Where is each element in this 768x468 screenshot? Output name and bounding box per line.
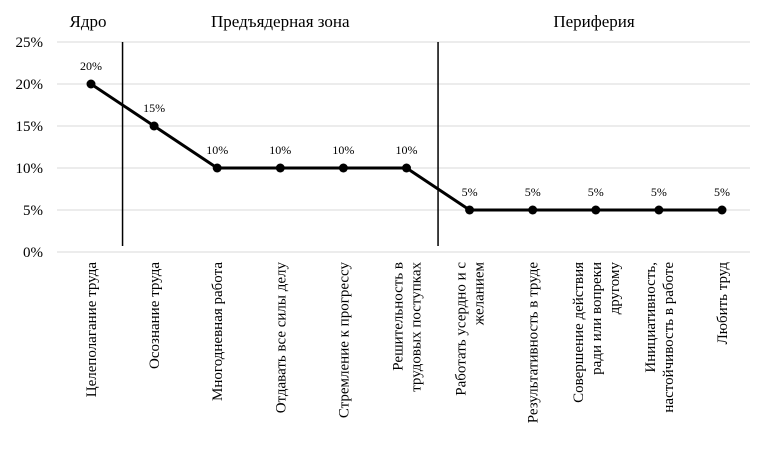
x-category-label-line: другому <box>607 262 623 315</box>
data-point <box>149 121 159 131</box>
zone-label: Предъядерная зона <box>211 12 350 31</box>
data-point <box>654 205 664 215</box>
zone-label: Периферия <box>553 12 635 31</box>
data-label: 5% <box>714 185 730 199</box>
x-category-label-line: Инициативность, <box>643 262 659 373</box>
data-point <box>528 205 538 215</box>
data-label: 5% <box>525 185 541 199</box>
data-point <box>591 205 601 215</box>
x-category-label: Отдавать все силы делу <box>273 262 289 414</box>
y-tick-label: 0% <box>23 245 43 261</box>
data-point <box>717 205 727 215</box>
zone-label: Ядро <box>70 12 107 31</box>
x-category-label-line: Многодневная работа <box>210 262 226 401</box>
data-point <box>86 79 96 89</box>
x-category-label: Стремление к прогрессу <box>336 262 352 419</box>
data-label: 10% <box>396 143 418 157</box>
data-point <box>275 163 285 173</box>
data-label: 10% <box>332 143 354 157</box>
data-label: 5% <box>462 185 478 199</box>
x-category-label-line: Любить труд <box>715 262 731 345</box>
data-label: 10% <box>206 143 228 157</box>
x-category-label: Работать усердно и с желанием <box>454 261 488 395</box>
x-category-label-line: Стремление к прогрессу <box>336 262 352 419</box>
x-category-label: Многодневная работа <box>210 262 226 401</box>
data-label: 5% <box>651 185 667 199</box>
data-label: 15% <box>143 101 165 115</box>
x-category-label-line: Результативность в труде <box>526 262 542 424</box>
x-category-label-line: Целеполагание труда <box>84 262 100 398</box>
x-category-label: Любить труд <box>715 262 731 345</box>
data-point <box>402 163 411 173</box>
data-point <box>465 205 475 215</box>
data-label: 10% <box>269 143 291 157</box>
x-category-label-line: настойчивость в работе <box>661 262 677 413</box>
x-category-label-line: Решительность в <box>391 262 407 371</box>
x-category-label: Совершение действия ради или вопреки друго… <box>571 262 623 403</box>
data-label: 5% <box>588 185 604 199</box>
x-category-label-line: Совершение действия <box>571 262 587 403</box>
data-point <box>338 163 348 173</box>
y-tick-label: 25% <box>16 35 44 51</box>
x-category-label-line: Работать усердно и с <box>454 262 470 396</box>
y-tick-label: 10% <box>16 161 44 177</box>
x-category-label: Инициативность, настойчивость в работе <box>643 262 677 413</box>
y-tick-label: 5% <box>23 203 43 219</box>
x-category-label: Целеполагание труда <box>84 262 100 398</box>
data-point <box>212 163 222 173</box>
x-category-label: Результативность в труде <box>526 262 542 424</box>
x-category-label-line: Отдавать все силы делу <box>273 262 289 414</box>
x-category-label-line: трудовых поступках <box>409 262 425 392</box>
x-category-label: Решительность в трудовых поступках <box>391 262 425 392</box>
y-tick-label: 15% <box>16 119 44 135</box>
data-label: 20% <box>80 59 102 73</box>
x-category-label-line: Осознание труда <box>147 262 163 369</box>
x-category-label-line: желанием <box>472 261 488 326</box>
y-tick-label: 20% <box>16 77 44 93</box>
x-category-label-line: ради или вопреки <box>589 262 605 375</box>
x-category-label: Осознание труда <box>147 262 163 369</box>
